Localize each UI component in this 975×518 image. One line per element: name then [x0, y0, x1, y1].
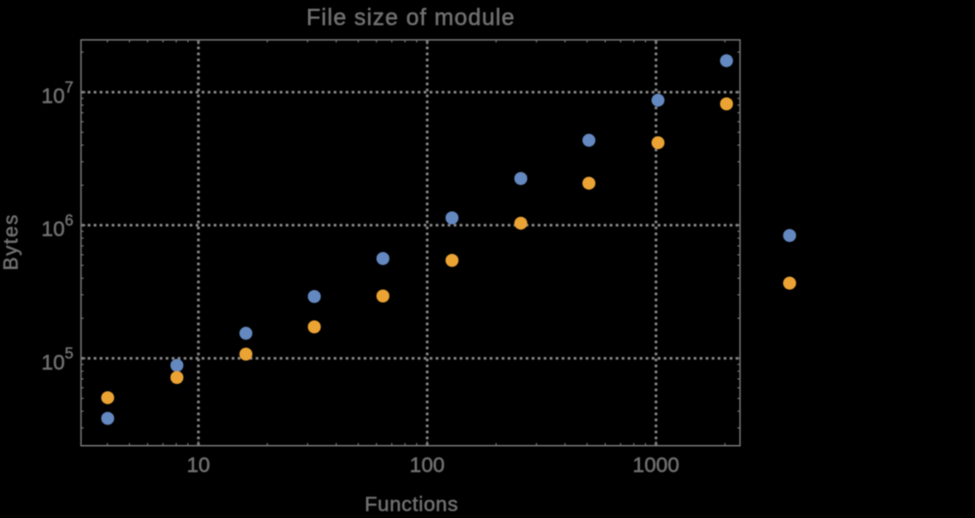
svg-text:107: 107	[41, 79, 73, 108]
svg-text:106: 106	[41, 212, 73, 241]
svg-text:105: 105	[41, 346, 73, 375]
svg-text:100: 100	[410, 454, 445, 477]
svg-text:10: 10	[187, 454, 210, 477]
svg-text:File size of module: File size of module	[306, 4, 515, 30]
svg-text:1000: 1000	[633, 454, 680, 477]
svg-text:Bytes: Bytes	[1, 213, 23, 270]
svg-text:Functions: Functions	[365, 493, 459, 513]
